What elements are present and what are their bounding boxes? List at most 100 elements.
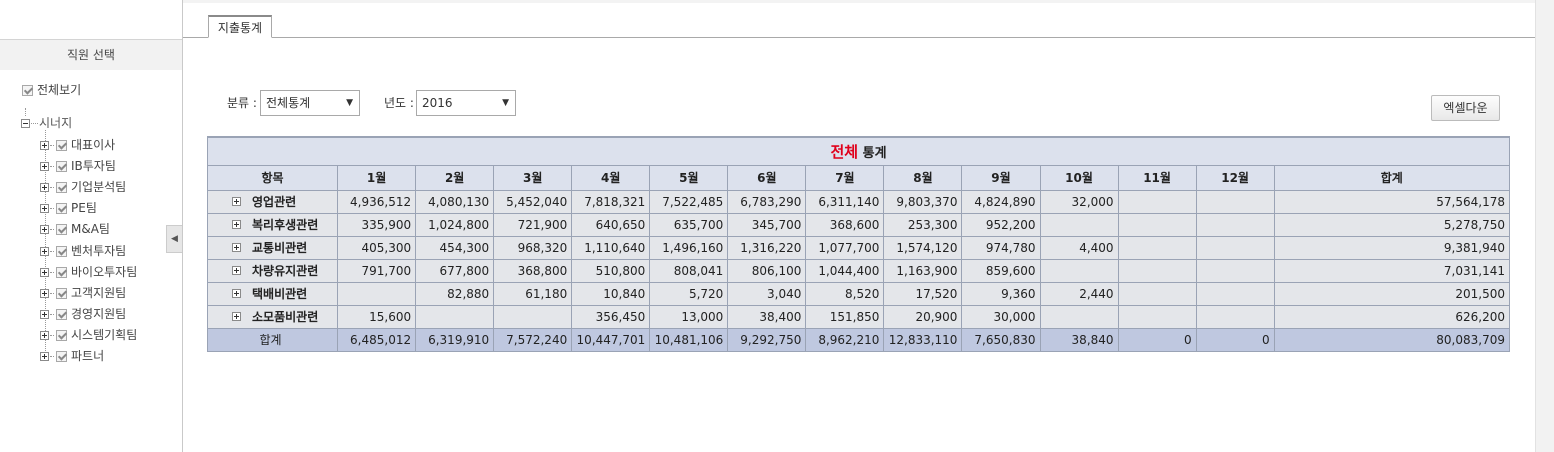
table-row: 교통비관련 405,300 454,300 968,320 1,110,640 1,496…	[206, 235, 1511, 260]
category-select[interactable]: 전체통계 ▼	[260, 90, 360, 116]
expand-icon[interactable]	[40, 267, 49, 277]
collapse-icon[interactable]	[21, 119, 30, 128]
tree-dots	[50, 166, 54, 168]
column-header: 9월	[961, 164, 1041, 191]
total-cell: 6,485,012	[337, 327, 417, 352]
excel-download-button[interactable]: 엑셀다운	[1431, 95, 1500, 121]
tree-node-team[interactable]: 고객지원팀	[40, 285, 126, 301]
row-category[interactable]: 소모품비관련	[206, 304, 339, 329]
tree-node-team[interactable]: 바이오투자팀	[40, 264, 137, 280]
tree-dots	[50, 356, 54, 357]
expand-icon[interactable]	[40, 309, 49, 319]
tree-node-team[interactable]: 파트너	[40, 348, 104, 364]
checkbox-checked-icon[interactable]	[56, 203, 67, 215]
panel-divider[interactable]	[182, 0, 183, 452]
month-cell: 32,000	[1039, 189, 1119, 214]
month-cell: 405,300	[337, 235, 417, 260]
expand-icon[interactable]	[40, 225, 49, 235]
tree-connector	[45, 130, 46, 355]
month-cell	[1117, 212, 1197, 237]
tree-node-root[interactable]: 시너지	[21, 115, 72, 131]
total-cell: 6,319,910	[415, 327, 495, 352]
expand-icon[interactable]	[232, 242, 241, 252]
checkbox-checked-icon[interactable]	[56, 140, 67, 151]
table-row: 소모품비관련 15,600 356,450 13,000 38,400 151,850 20…	[206, 304, 1511, 329]
table-title-text: 통계	[862, 145, 887, 161]
expand-icon[interactable]	[40, 246, 49, 256]
month-cell: 1,316,220	[727, 235, 807, 260]
tree-node-team[interactable]: PE팀	[40, 200, 97, 216]
show-all-checkbox[interactable]: 전체보기	[22, 82, 81, 98]
column-header: 10월	[1039, 164, 1119, 191]
month-cell: 1,024,800	[415, 212, 495, 237]
tree-node-team[interactable]: M&A팀	[40, 221, 110, 237]
checkbox-checked-icon[interactable]	[56, 351, 67, 362]
month-cell	[1195, 189, 1275, 214]
tree-node-team[interactable]: 시스템기획팀	[40, 327, 137, 343]
tree-node-team[interactable]: IB투자팀	[40, 158, 116, 174]
checkbox-checked-icon[interactable]	[56, 287, 67, 299]
checkbox-checked-icon[interactable]	[56, 182, 67, 194]
column-header: 11월	[1117, 164, 1197, 191]
expand-icon[interactable]	[40, 204, 49, 214]
expand-icon[interactable]	[40, 141, 49, 150]
expand-icon[interactable]	[232, 265, 241, 275]
tree-node-label: 기업분석팀	[71, 180, 127, 195]
expand-icon[interactable]	[232, 219, 241, 229]
tree-dots	[50, 271, 54, 273]
expand-icon[interactable]	[232, 288, 241, 298]
tree-connector	[25, 108, 26, 116]
expand-icon[interactable]	[232, 311, 241, 321]
column-header: 6월	[727, 164, 807, 191]
tab-expense-stats[interactable]: 지출통계	[208, 15, 272, 38]
month-cell: 17,520	[883, 281, 963, 306]
total-label: 합계	[206, 327, 339, 352]
collapse-panel-button[interactable]: ◀	[166, 225, 182, 253]
month-cell: 5,720	[649, 281, 729, 306]
month-cell	[1039, 212, 1119, 237]
expand-icon[interactable]	[40, 183, 49, 193]
year-select[interactable]: 2016 ▼	[416, 90, 516, 116]
tree-dots	[50, 145, 54, 146]
tree-dots	[50, 313, 54, 315]
table-row: 복리후생관련 335,900 1,024,800 721,900 640,650 635,…	[206, 212, 1511, 237]
month-cell: 4,080,130	[415, 189, 495, 214]
month-cell	[1195, 281, 1275, 306]
checkbox-checked-icon[interactable]	[56, 245, 67, 257]
month-cell: 454,300	[415, 235, 495, 260]
row-category[interactable]: 차량유지관련	[206, 258, 339, 283]
checkbox-checked-icon[interactable]	[56, 161, 67, 173]
row-category[interactable]: 교통비관련	[206, 235, 339, 260]
tree-dots	[50, 187, 54, 189]
expand-icon[interactable]	[40, 162, 49, 172]
expand-icon[interactable]	[40, 330, 49, 340]
expand-icon[interactable]	[40, 288, 49, 298]
row-category[interactable]: 복리후생관련	[206, 212, 339, 237]
expand-icon[interactable]	[232, 196, 241, 206]
vertical-scrollbar[interactable]	[1535, 0, 1554, 452]
month-cell: 806,100	[727, 258, 807, 283]
month-cell: 791,700	[337, 258, 417, 283]
total-cell: 80,083,709	[1273, 327, 1511, 352]
panel-header: 직원 선택	[0, 39, 182, 70]
show-all-label: 전체보기	[37, 83, 82, 97]
tree-node-team[interactable]: 대표이사	[40, 137, 115, 153]
tree-node-team[interactable]: 경영지원팀	[40, 306, 126, 322]
tree-node-team[interactable]: 기업분석팀	[40, 179, 126, 195]
month-cell	[1039, 258, 1119, 283]
tree-dots	[50, 292, 54, 294]
tree-node-team[interactable]: 벤처투자팀	[40, 243, 126, 259]
checkbox-checked-icon[interactable]	[22, 85, 33, 96]
checkbox-checked-icon[interactable]	[56, 266, 67, 278]
checkbox-checked-icon[interactable]	[56, 224, 67, 236]
expand-icon[interactable]	[40, 352, 49, 361]
month-cell: 82,880	[415, 281, 495, 306]
row-category[interactable]: 택배비관련	[206, 281, 339, 306]
checkbox-checked-icon[interactable]	[56, 329, 67, 341]
month-cell: 4,936,512	[337, 189, 417, 214]
total-cell: 9,292,750	[727, 327, 807, 352]
row-category[interactable]: 영업관련	[206, 189, 339, 214]
row-label: 영업관련	[252, 195, 297, 209]
checkbox-checked-icon[interactable]	[56, 308, 67, 320]
